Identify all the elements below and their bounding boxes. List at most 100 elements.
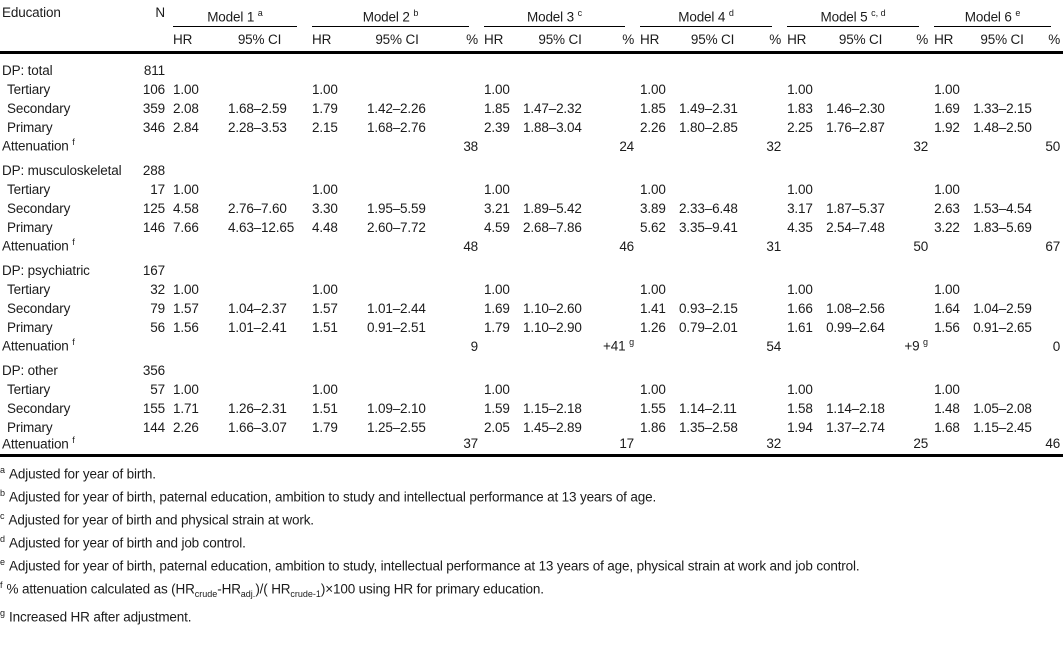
cell-hr: 3.30 — [312, 200, 338, 216]
cell-ci — [675, 135, 750, 154]
cell-ci — [822, 278, 899, 297]
model-4-label: Model 4 — [678, 9, 726, 24]
cell-ci — [675, 235, 750, 254]
cell-ci — [349, 434, 446, 457]
cell-pct — [750, 297, 784, 316]
cell-ci: 2.33–6.48 — [679, 200, 738, 216]
cell-pct — [750, 116, 784, 135]
cell-ci: 2.60–7.72 — [367, 219, 426, 235]
cell-hr: 1.69 — [484, 300, 510, 316]
spacer — [170, 154, 1063, 178]
group-row: DP: total 811 — [0, 52, 1063, 78]
cell-hr — [309, 135, 349, 154]
col-header-model-5: Model 5 c, d — [784, 0, 931, 27]
cell-hr — [309, 235, 349, 254]
cell-ci — [210, 178, 309, 197]
col-header-education: Education — [0, 0, 134, 54]
table-row: Primary 146 7.66 4.63–12.65 4.48 2.60–7.72 4.5… — [0, 216, 1063, 235]
cell-pct — [445, 116, 481, 135]
cell-ci: 0.93–2.15 — [679, 300, 738, 316]
footnote: d Adjusted for year of birth and job cont… — [0, 533, 246, 551]
cell-ci — [519, 335, 601, 354]
cell-ci — [349, 335, 445, 354]
cell-hr: 1.00 — [173, 281, 199, 297]
footnote-marker: d — [0, 533, 6, 544]
cell-ci — [675, 78, 750, 97]
cell-ci — [210, 235, 309, 254]
cell-ci: 1.14–2.18 — [826, 400, 885, 416]
cell-hr: 1.00 — [312, 181, 338, 197]
cell-ci: 1.09–2.10 — [367, 400, 426, 416]
cell-hr: 1.00 — [934, 181, 960, 197]
cell-ci — [822, 378, 899, 397]
cell-pct — [899, 297, 931, 316]
cell-pct — [601, 178, 637, 197]
cell-ci: 1.42–2.26 — [367, 100, 426, 116]
cell-hr — [931, 434, 970, 457]
cell-pct: 32 — [750, 434, 785, 457]
cell-ci: 1.15–2.45 — [973, 419, 1032, 435]
cell-pct: 24 — [619, 138, 635, 154]
cell-n: 155 — [142, 400, 165, 416]
cell-pct: +9 g — [904, 337, 929, 354]
col-header-hr: HR — [309, 27, 350, 54]
cell-ci: 2.76–7.60 — [228, 200, 287, 216]
attenuation-row: Attenuation f 38 24 32 32 50 — [0, 135, 1063, 154]
col-header-ci: 95% CI — [519, 27, 602, 54]
sub-header-row: HR 95% CI HR 95% CI % HR 95% CI % HR 95%… — [0, 27, 1063, 54]
row-label: Secondary — [7, 400, 71, 416]
footnote-marker: b — [0, 487, 6, 498]
cell-hr: 1.79 — [312, 100, 338, 116]
cell-pct — [750, 416, 784, 435]
cell-hr: 1.85 — [484, 100, 510, 116]
cell-hr: 2.39 — [484, 119, 510, 135]
cell-hr — [170, 235, 210, 254]
cell-ci — [349, 135, 445, 154]
cell-hr: 4.58 — [173, 200, 199, 216]
cell-hr — [784, 335, 822, 354]
cell-hr — [931, 335, 969, 354]
footnote: b Adjusted for year of birth, paternal ed… — [0, 487, 657, 505]
cell-hr: 2.63 — [934, 200, 960, 216]
cell-ci: 1.68–2.59 — [228, 100, 287, 116]
cell-ci: 1.01–2.41 — [228, 319, 287, 335]
cell-hr: 1.00 — [934, 381, 960, 397]
cell-ci: 1.87–5.37 — [826, 200, 885, 216]
cell-pct — [601, 216, 637, 235]
cell-ci — [969, 434, 1036, 457]
cell-hr: 1.00 — [787, 281, 813, 297]
cell-pct — [750, 378, 784, 397]
cell-ci — [210, 78, 309, 97]
cell-ci — [349, 235, 445, 254]
cell-pct — [601, 316, 637, 335]
cell-pct — [445, 378, 481, 397]
cell-hr: 1.00 — [312, 381, 338, 397]
cell-pct — [750, 216, 784, 235]
cell-pct: 50 — [913, 238, 929, 254]
table-row: Secondary 79 1.57 1.04–2.37 1.57 1.01–2.44 1.6… — [0, 297, 1063, 316]
cell-hr: 1.00 — [640, 281, 666, 297]
group-label: DP: psychiatric — [2, 262, 90, 278]
row-label: Primary — [7, 219, 53, 235]
attenuation-footnote-marker: f — [72, 237, 75, 247]
cell-hr: 1.00 — [640, 381, 666, 397]
col-header-ci: 95% CI — [675, 27, 751, 54]
cell-hr — [637, 434, 676, 457]
cell-hr: 4.48 — [312, 219, 338, 235]
cell-hr: 1.00 — [934, 81, 960, 97]
footnotes: a Adjusted for year of birth. b Adjusted fo… — [0, 461, 1063, 627]
row-label: Tertiary — [7, 181, 51, 197]
cell-pct — [601, 116, 637, 135]
cell-pct — [899, 378, 931, 397]
cell-pct — [445, 397, 481, 416]
cell-pct — [1035, 216, 1063, 235]
cell-ci: 1.10–2.60 — [523, 300, 582, 316]
group-label: DP: other — [2, 362, 58, 378]
cell-pct — [1035, 378, 1063, 397]
cell-ci: 1.88–3.04 — [523, 119, 582, 135]
cell-pct — [750, 397, 784, 416]
cell-pct — [1035, 197, 1063, 216]
attenuation-label: Attenuation f — [2, 137, 75, 154]
cell-pct — [1035, 297, 1063, 316]
cell-hr — [170, 434, 210, 457]
